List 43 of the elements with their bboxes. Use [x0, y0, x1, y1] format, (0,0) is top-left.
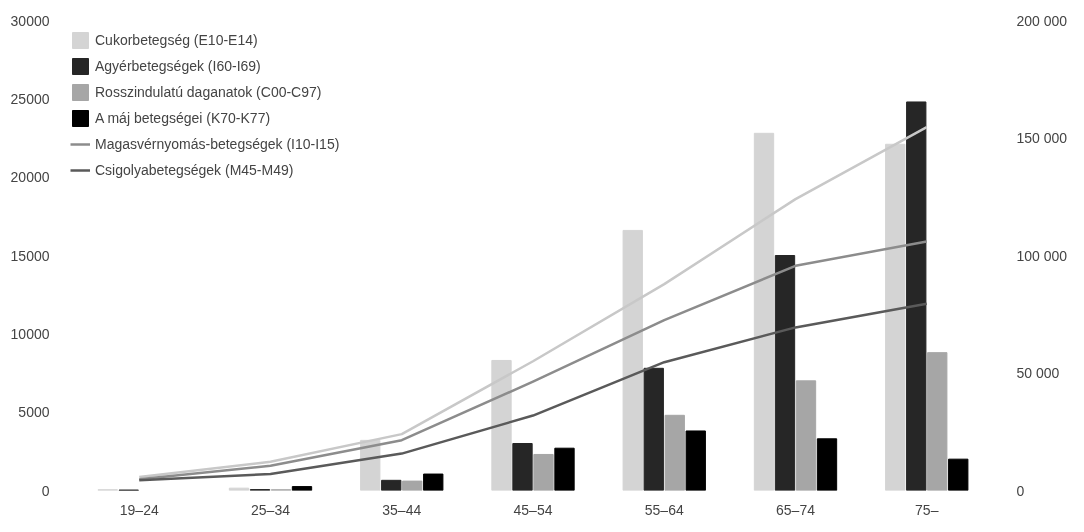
y2-tick-label: 50 000 — [1016, 365, 1060, 381]
bar — [927, 352, 948, 491]
bar — [774, 255, 796, 491]
bar — [533, 453, 554, 491]
bar — [643, 367, 664, 491]
legend-label: Magasvérnyomás-betegségek (I10-I15) — [95, 136, 340, 152]
legend-label: Rosszindulatú daganatok (C00-C97) — [95, 84, 322, 100]
y2-tick-label: 200 000 — [1016, 12, 1068, 29]
bar — [402, 480, 423, 491]
bar — [948, 458, 969, 491]
y-tick-label: 25000 — [10, 90, 50, 107]
x-tick-label: 35–44 — [382, 501, 422, 518]
x-tick-label: 25–34 — [251, 501, 291, 518]
legend-label: A máj betegségei (K70-K77) — [95, 110, 271, 126]
bar — [381, 479, 402, 491]
x-tick-label: 55–64 — [644, 501, 684, 518]
y-tick-label: 5000 — [18, 404, 50, 421]
y-tick-label: 15000 — [10, 247, 50, 264]
legend-label: Agyérbetegségek (I60-I69) — [95, 58, 261, 74]
y-tick-label: 10000 — [10, 325, 50, 342]
legend-label: Csigolyabetegségek (M45-M49) — [95, 162, 294, 178]
bar — [554, 447, 575, 491]
y-tick-label: 30000 — [10, 12, 50, 29]
x-tick-label: 75– — [915, 501, 939, 518]
y2-tick-label: 150 000 — [1016, 130, 1068, 146]
y-tick-label: 20000 — [10, 169, 50, 186]
bar — [664, 414, 685, 491]
bar — [685, 430, 706, 491]
bar — [512, 443, 533, 491]
bar — [816, 438, 838, 491]
bar — [423, 473, 444, 491]
y2-tick-label: 100 000 — [1016, 247, 1068, 264]
bar — [291, 486, 313, 491]
x-tick-label: 19–24 — [119, 501, 159, 518]
x-tick-label: 45–54 — [513, 501, 553, 518]
line-series — [138, 302, 928, 482]
bar — [906, 101, 927, 491]
y-tick-label: 0 — [41, 482, 50, 499]
line-series — [138, 240, 928, 481]
y2-tick-label: 0 — [1016, 482, 1025, 499]
bar — [795, 380, 817, 491]
x-tick-label: 65–74 — [776, 501, 816, 518]
legend-label: Cukorbetegség (E10-E14) — [95, 32, 258, 48]
